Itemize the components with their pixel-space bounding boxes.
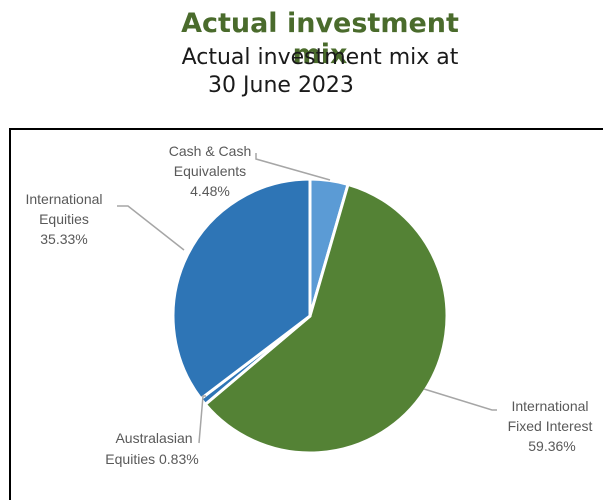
label-intl-fixed-value: 59.36%: [528, 438, 575, 454]
label-intl-fixed-name-1: International: [511, 398, 588, 414]
slice-intl-fixed-interest: [203, 182, 449, 455]
chart-subtitle: Actual investment mix at 30 June 2023: [150, 44, 490, 100]
label-aus-equities-name-2: Equities 0.83%: [105, 451, 198, 467]
label-cash-name-2: Equivalents: [174, 163, 246, 179]
slice-intl-equities: [171, 177, 312, 401]
label-intl-equities-name-2: Equities: [39, 211, 89, 227]
leader-cash: [255, 153, 331, 181]
leader-aus-equities: [198, 395, 206, 444]
label-aus-equities-name-1: Australasian: [115, 430, 192, 446]
leader-intl-equities: [117, 205, 185, 251]
subtitle-line-1: Actual investment mix at: [181, 45, 459, 70]
chart-frame: [9, 128, 603, 500]
label-intl-equities-value: 35.33%: [40, 231, 87, 247]
label-cash-value: 4.48%: [190, 183, 230, 199]
label-intl-equities-name-1: International: [25, 191, 102, 207]
leader-intl-fixed: [423, 388, 497, 411]
chart-title: Actual investment mix: [181, 8, 459, 70]
label-cash-name-1: Cash & Cash: [169, 143, 251, 159]
label-intl-fixed-name-2: Fixed Interest: [508, 418, 593, 434]
subtitle-line-2: 30 June 2023: [208, 73, 354, 98]
